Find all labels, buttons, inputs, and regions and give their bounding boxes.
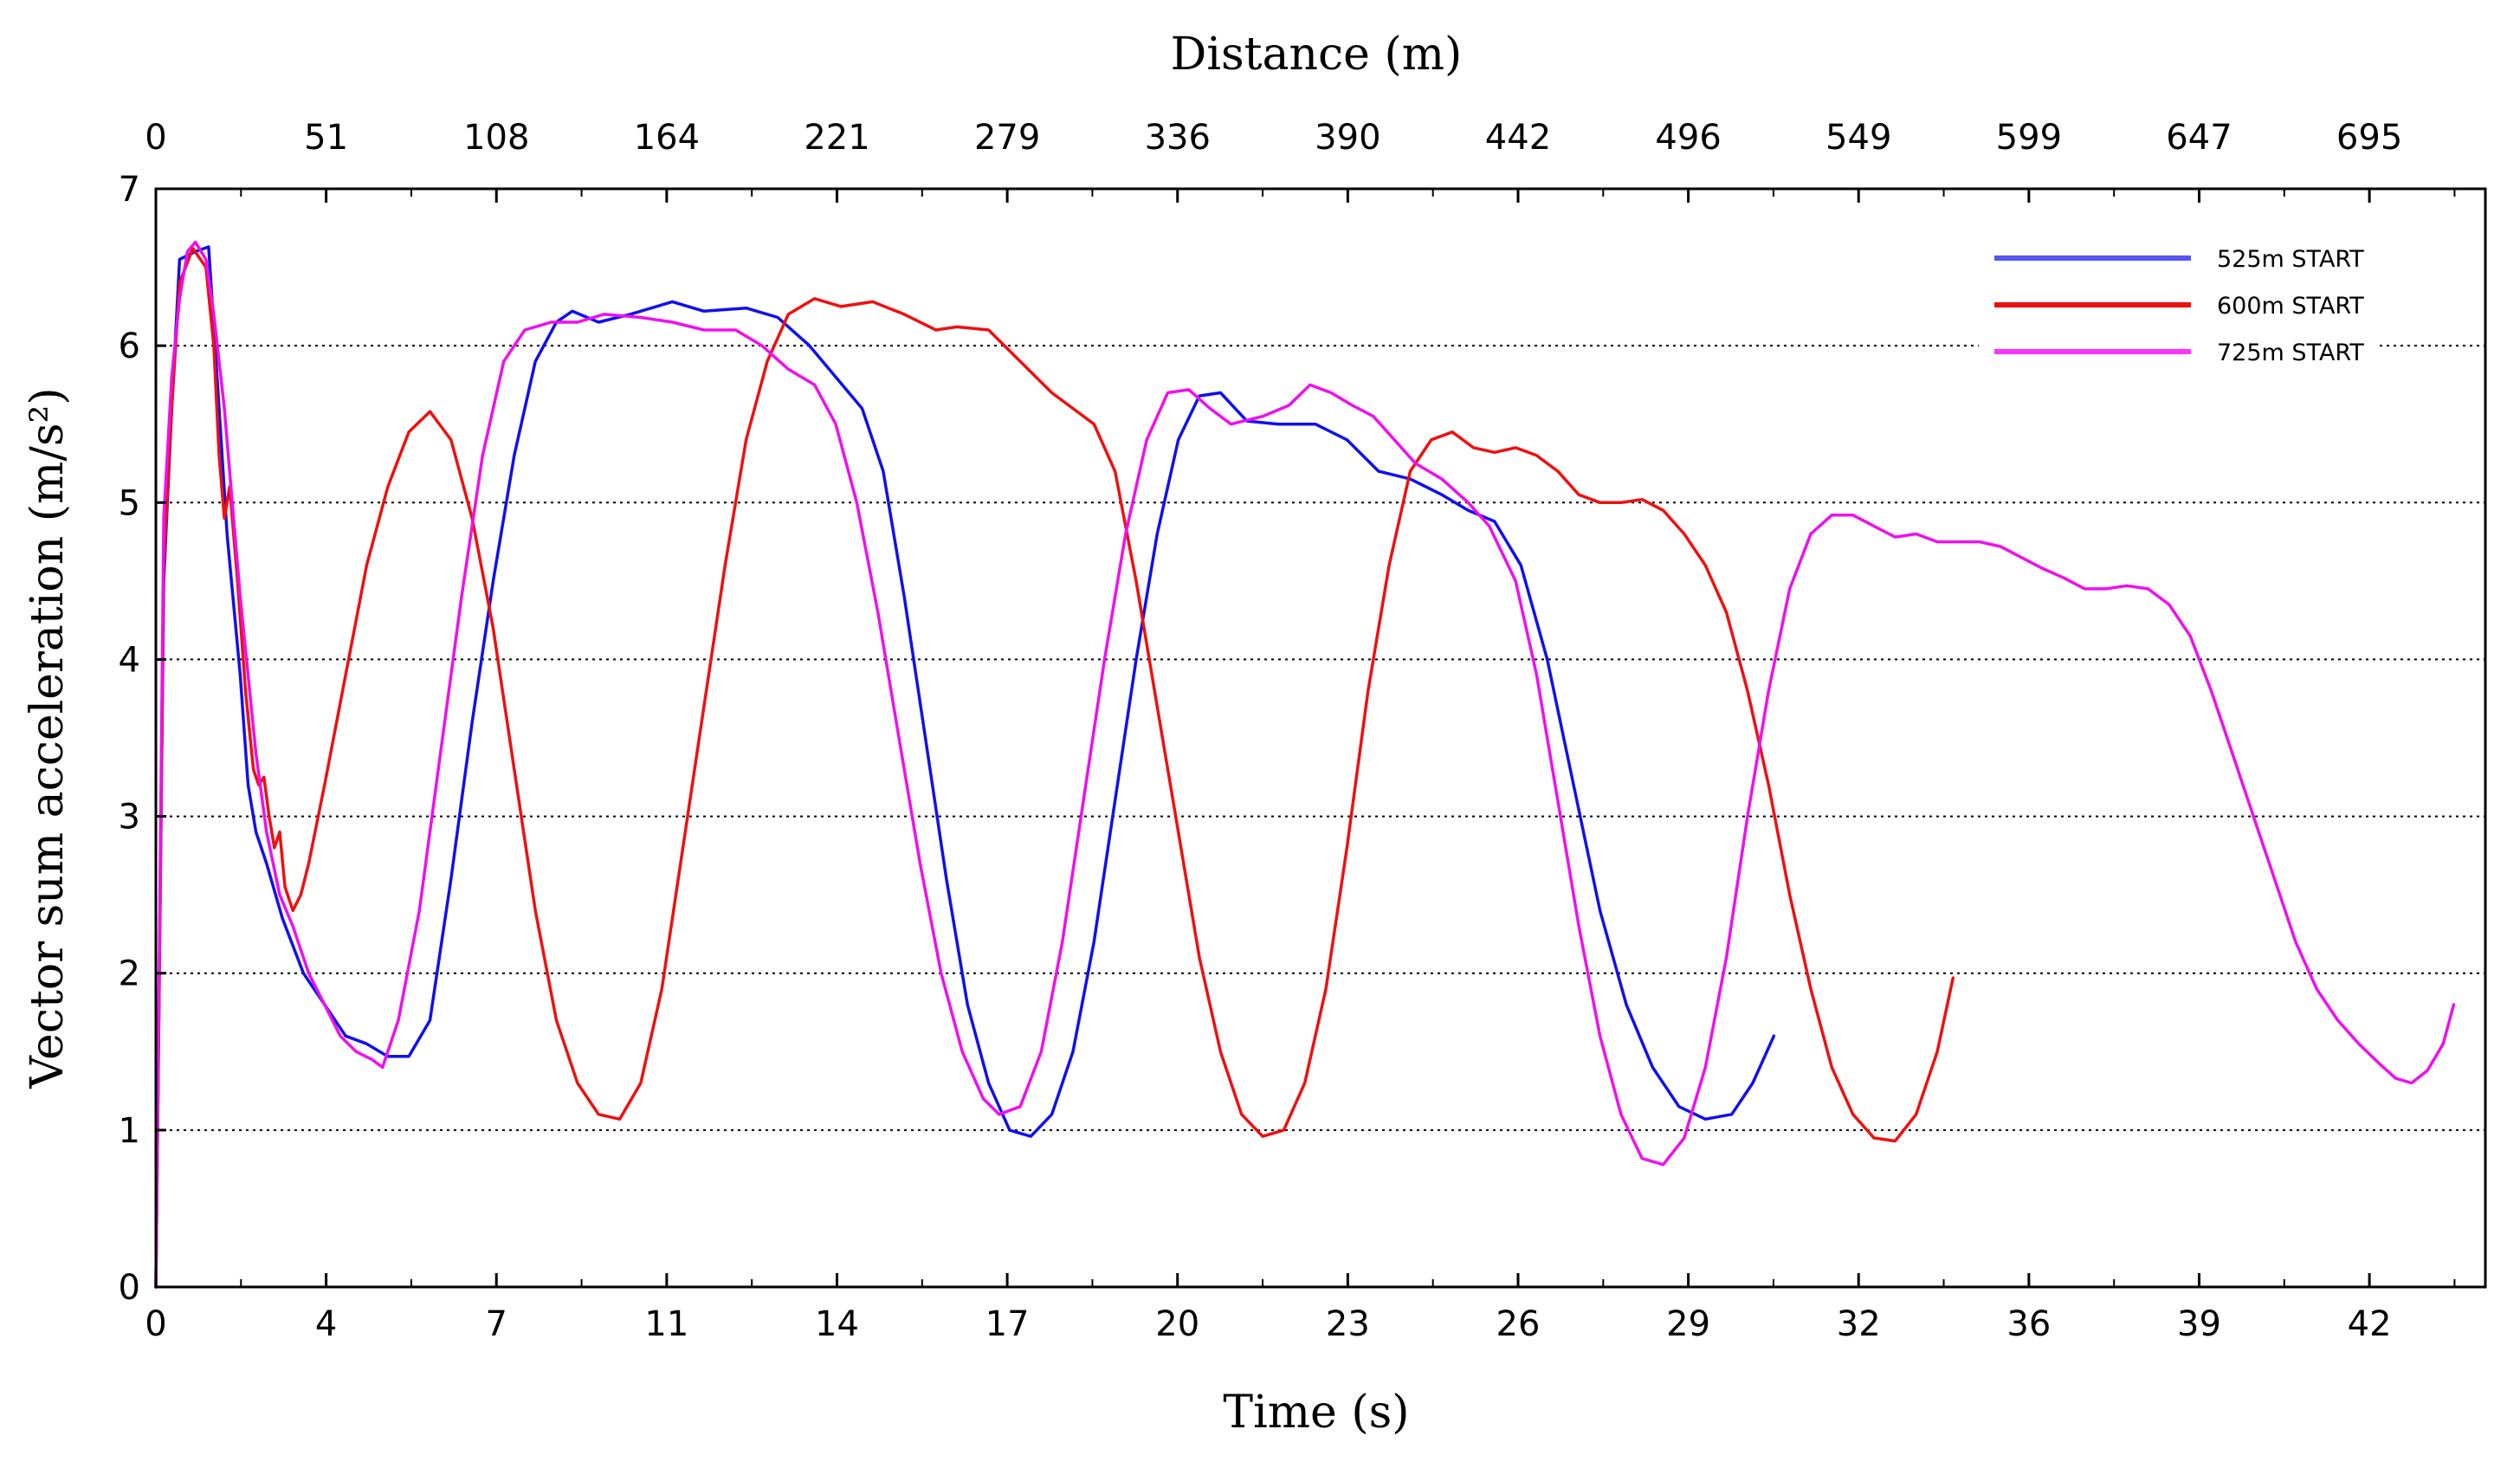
x-tick-label: 32 [1837, 1304, 1881, 1344]
x2-tick-label: 599 [1996, 118, 2062, 158]
x-tick-label: 14 [815, 1304, 859, 1344]
y-tick-label: 1 [119, 1111, 140, 1151]
x2-tick-label: 279 [974, 118, 1040, 158]
y-axis-title: Vector sum acceleration (m/s²) [22, 387, 74, 1089]
legend-label: 525m START [2217, 246, 2364, 273]
x2-tick-label: 695 [2336, 118, 2402, 158]
x-tick-label: 39 [2177, 1304, 2221, 1344]
x2-tick-label: 549 [1825, 118, 1891, 158]
y-tick-label: 6 [119, 327, 140, 366]
x-tick-label: 26 [1496, 1304, 1541, 1344]
x2-tick-label: 336 [1145, 118, 1211, 158]
x-tick-label: 29 [1666, 1304, 1710, 1344]
x2-tick-label: 0 [145, 118, 166, 158]
x-tick-label: 20 [1155, 1304, 1199, 1344]
x2-tick-label: 390 [1315, 118, 1380, 158]
x-axis-title: Time (s) [1223, 1387, 1409, 1439]
series-lines [154, 240, 2456, 1289]
x-tick-label: 11 [644, 1304, 688, 1344]
y-tick-label: 5 [119, 483, 140, 523]
y-tick-label: 7 [119, 170, 140, 210]
acceleration-axis: 0 1 2 3 4 5 6 7 [119, 170, 166, 1308]
top-axis-title: Distance (m) [1171, 29, 1463, 81]
y-tick-label: 3 [119, 798, 140, 837]
x2-tick-label: 51 [304, 118, 348, 158]
x-tick-label: 17 [985, 1304, 1030, 1344]
x2-tick-label: 164 [634, 118, 700, 158]
y-tick-label: 2 [119, 954, 140, 994]
x-tick-label: 7 [486, 1304, 507, 1344]
legend-label: 725m START [2217, 340, 2364, 366]
time-axis: 0 4 7 11 14 17 20 23 26 29 32 36 39 42 [145, 1273, 2456, 1344]
series-line [154, 247, 1955, 1289]
x-tick-label: 36 [2006, 1304, 2051, 1344]
x2-tick-label: 108 [463, 118, 529, 158]
plot-frame [154, 187, 2487, 1289]
legend-label: 600m START [2217, 293, 2364, 320]
x-tick-label: 23 [1326, 1304, 1370, 1344]
x-tick-label: 0 [145, 1304, 166, 1344]
y-tick-label: 0 [119, 1268, 140, 1308]
x2-tick-label: 496 [1655, 118, 1721, 158]
series-line [154, 245, 1776, 1289]
series-line [154, 240, 2456, 1289]
x2-tick-label: 647 [2166, 118, 2232, 158]
legend: 525m START 600m START 725m START [1979, 236, 2377, 372]
x-tick-label: 4 [315, 1304, 337, 1344]
y-tick-label: 4 [119, 640, 140, 680]
x-tick-label: 42 [2348, 1304, 2392, 1344]
x2-tick-label: 221 [804, 118, 869, 158]
distance-axis: 0 51 108 164 221 279 336 390 442 496 549 599 647 695 [145, 118, 2456, 203]
x2-tick-label: 442 [1485, 118, 1551, 158]
